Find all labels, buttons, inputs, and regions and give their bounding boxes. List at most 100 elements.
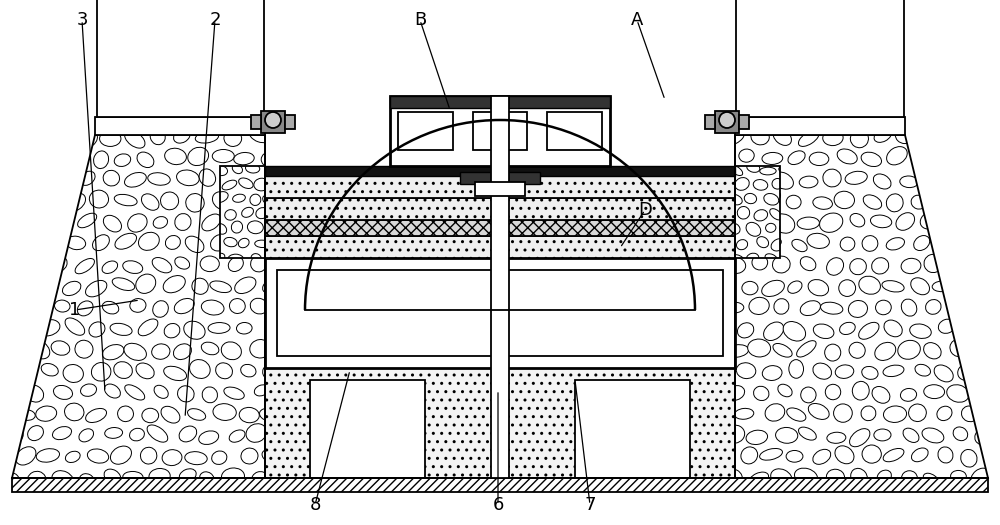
Bar xyxy=(705,115,715,129)
Ellipse shape xyxy=(123,471,143,482)
Ellipse shape xyxy=(772,256,790,273)
Ellipse shape xyxy=(724,132,744,145)
Ellipse shape xyxy=(848,300,868,318)
Ellipse shape xyxy=(764,322,784,341)
Ellipse shape xyxy=(314,237,328,252)
Bar xyxy=(265,198,735,220)
Ellipse shape xyxy=(757,380,772,395)
Ellipse shape xyxy=(49,256,67,272)
Ellipse shape xyxy=(780,235,794,250)
Ellipse shape xyxy=(986,451,1000,465)
Ellipse shape xyxy=(261,152,279,167)
Ellipse shape xyxy=(901,258,921,274)
Ellipse shape xyxy=(727,194,742,205)
Bar xyxy=(12,478,988,492)
Ellipse shape xyxy=(760,167,776,175)
Ellipse shape xyxy=(762,280,784,297)
Ellipse shape xyxy=(273,215,289,228)
Ellipse shape xyxy=(239,178,253,188)
Ellipse shape xyxy=(808,404,829,419)
Ellipse shape xyxy=(165,236,180,249)
Ellipse shape xyxy=(859,322,879,339)
Ellipse shape xyxy=(225,209,236,220)
Ellipse shape xyxy=(741,447,758,464)
Ellipse shape xyxy=(799,176,818,188)
Ellipse shape xyxy=(971,468,989,485)
Ellipse shape xyxy=(276,132,293,146)
Ellipse shape xyxy=(11,279,34,290)
Ellipse shape xyxy=(178,386,194,402)
Ellipse shape xyxy=(306,148,318,160)
Ellipse shape xyxy=(37,320,60,336)
Text: 6: 6 xyxy=(492,496,504,514)
Ellipse shape xyxy=(185,236,204,253)
Ellipse shape xyxy=(845,171,867,184)
Ellipse shape xyxy=(49,215,68,233)
Ellipse shape xyxy=(311,321,330,337)
Ellipse shape xyxy=(767,472,782,481)
Ellipse shape xyxy=(788,208,800,218)
Ellipse shape xyxy=(779,163,798,176)
Ellipse shape xyxy=(725,212,746,228)
Ellipse shape xyxy=(789,362,804,375)
Ellipse shape xyxy=(161,192,179,210)
Ellipse shape xyxy=(764,194,779,205)
Ellipse shape xyxy=(267,163,279,173)
Ellipse shape xyxy=(747,436,761,452)
Ellipse shape xyxy=(322,330,336,340)
Ellipse shape xyxy=(760,192,781,207)
Ellipse shape xyxy=(245,133,259,145)
Ellipse shape xyxy=(297,184,314,194)
Ellipse shape xyxy=(745,148,764,161)
Ellipse shape xyxy=(256,207,269,218)
Ellipse shape xyxy=(792,471,808,485)
Bar xyxy=(739,115,749,129)
Ellipse shape xyxy=(813,363,832,379)
Ellipse shape xyxy=(735,164,755,178)
Ellipse shape xyxy=(883,448,904,461)
Ellipse shape xyxy=(765,236,781,247)
Ellipse shape xyxy=(246,216,268,232)
Ellipse shape xyxy=(309,239,323,249)
Ellipse shape xyxy=(797,310,816,322)
Ellipse shape xyxy=(940,235,955,248)
Ellipse shape xyxy=(236,322,252,334)
Ellipse shape xyxy=(834,404,852,422)
Ellipse shape xyxy=(199,431,219,445)
Ellipse shape xyxy=(765,404,785,421)
Ellipse shape xyxy=(798,253,810,266)
Ellipse shape xyxy=(270,418,284,429)
Ellipse shape xyxy=(228,254,244,265)
Ellipse shape xyxy=(153,301,168,317)
Ellipse shape xyxy=(738,238,756,248)
Ellipse shape xyxy=(238,238,249,248)
Ellipse shape xyxy=(968,300,990,319)
Ellipse shape xyxy=(42,278,58,295)
Ellipse shape xyxy=(79,429,94,442)
Ellipse shape xyxy=(820,179,835,186)
Ellipse shape xyxy=(778,453,791,465)
Ellipse shape xyxy=(794,468,818,485)
Ellipse shape xyxy=(320,217,338,231)
Ellipse shape xyxy=(826,469,845,485)
Ellipse shape xyxy=(136,363,154,379)
Ellipse shape xyxy=(800,455,813,466)
Ellipse shape xyxy=(255,471,271,481)
Ellipse shape xyxy=(301,258,321,268)
Text: 7: 7 xyxy=(584,496,596,514)
Ellipse shape xyxy=(283,224,296,236)
Ellipse shape xyxy=(290,165,307,181)
Ellipse shape xyxy=(740,342,756,358)
Ellipse shape xyxy=(748,173,768,188)
Bar xyxy=(475,182,525,196)
Ellipse shape xyxy=(51,130,72,143)
Ellipse shape xyxy=(950,340,966,356)
Ellipse shape xyxy=(821,302,843,314)
Ellipse shape xyxy=(330,202,344,214)
Ellipse shape xyxy=(961,153,981,166)
Ellipse shape xyxy=(291,238,307,247)
Ellipse shape xyxy=(212,192,232,209)
Ellipse shape xyxy=(987,194,1000,211)
Ellipse shape xyxy=(125,385,145,400)
Ellipse shape xyxy=(164,366,187,381)
